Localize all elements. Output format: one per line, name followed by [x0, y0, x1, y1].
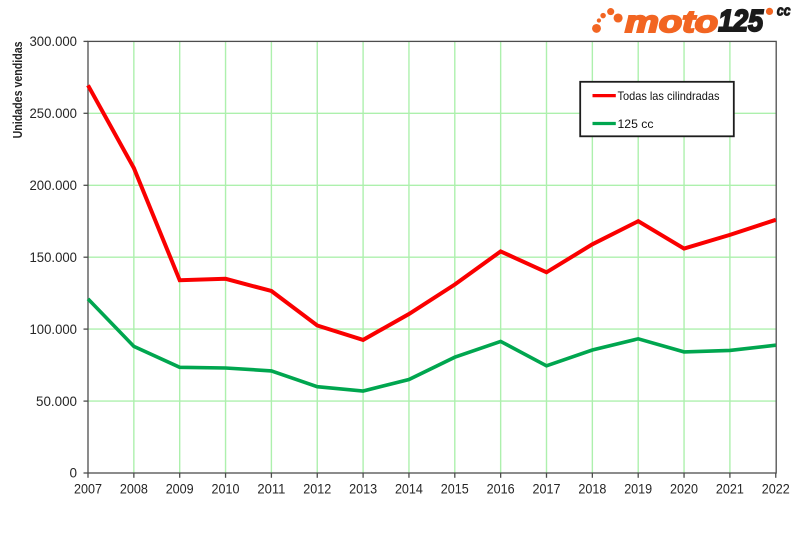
svg-text:100.000: 100.000	[30, 322, 78, 337]
svg-text:moto: moto	[625, 4, 718, 39]
svg-text:Todas las cilindradas: Todas las cilindradas	[618, 89, 720, 103]
svg-text:2014: 2014	[395, 481, 423, 496]
svg-text:125: 125	[718, 3, 764, 38]
svg-text:50.000: 50.000	[36, 394, 77, 409]
svg-text:250.000: 250.000	[30, 106, 78, 121]
svg-text:2010: 2010	[212, 481, 240, 496]
svg-text:200.000: 200.000	[30, 178, 78, 193]
svg-text:2007: 2007	[74, 481, 102, 496]
svg-text:2017: 2017	[533, 481, 561, 496]
svg-text:2019: 2019	[624, 481, 652, 496]
svg-text:2009: 2009	[166, 481, 194, 496]
svg-text:300.000: 300.000	[30, 34, 78, 49]
svg-text:Unidades vendidas: Unidades vendidas	[10, 41, 25, 138]
svg-text:2012: 2012	[303, 481, 331, 496]
svg-text:2016: 2016	[487, 481, 515, 496]
svg-text:2013: 2013	[349, 481, 377, 496]
svg-text:125 cc: 125 cc	[618, 117, 654, 131]
svg-text:2020: 2020	[670, 481, 698, 496]
svg-text:2015: 2015	[441, 481, 469, 496]
svg-text:2021: 2021	[716, 481, 744, 496]
svg-text:2008: 2008	[120, 481, 148, 496]
svg-text:2018: 2018	[578, 481, 606, 496]
svg-text:cc: cc	[777, 4, 791, 20]
svg-text:2022: 2022	[762, 481, 790, 496]
svg-text:2011: 2011	[257, 481, 285, 496]
svg-text:0: 0	[69, 466, 77, 481]
svg-text:150.000: 150.000	[30, 250, 78, 265]
